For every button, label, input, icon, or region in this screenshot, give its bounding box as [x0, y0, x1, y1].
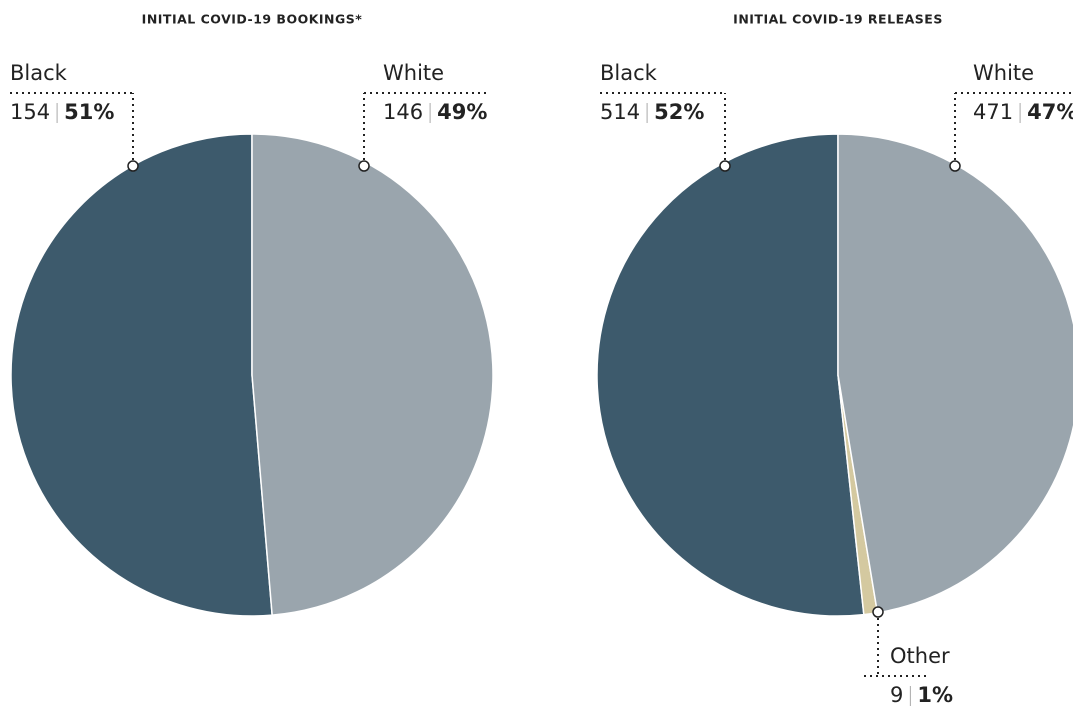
pie-slice	[251, 133, 494, 616]
percent-label: 52%	[654, 100, 704, 124]
percent-label: 49%	[437, 100, 487, 124]
category-label: Black	[600, 61, 658, 85]
category-label: Black	[10, 61, 68, 85]
value-label: 154	[10, 100, 50, 124]
pie-slice	[596, 133, 865, 617]
leader-line	[10, 92, 134, 166]
leader-line	[864, 612, 930, 677]
chart-title: INITIAL COVID-19 BOOKINGS*	[142, 12, 363, 27]
value-label: 146	[383, 100, 423, 124]
percent-label: 1%	[917, 683, 953, 707]
leader-line	[600, 92, 726, 166]
percent-label: 47%	[1027, 100, 1073, 124]
value-label: 471	[973, 100, 1013, 124]
label-dot	[358, 160, 370, 172]
pie-slice	[837, 133, 1073, 614]
value-label: 9	[890, 683, 903, 707]
percent-label: 51%	[64, 100, 114, 124]
value-label: 514	[600, 100, 640, 124]
pie-slice	[10, 133, 273, 617]
label-dot	[719, 160, 731, 172]
category-label: White	[973, 61, 1034, 85]
category-label: White	[383, 61, 444, 85]
chart-title: INITIAL COVID-19 RELEASES	[733, 12, 943, 27]
label-dot	[949, 160, 961, 172]
label-dot	[127, 160, 139, 172]
label-dot	[872, 606, 884, 618]
category-label: Other	[890, 644, 950, 668]
leader-line	[954, 92, 1073, 166]
leader-line	[363, 92, 490, 166]
